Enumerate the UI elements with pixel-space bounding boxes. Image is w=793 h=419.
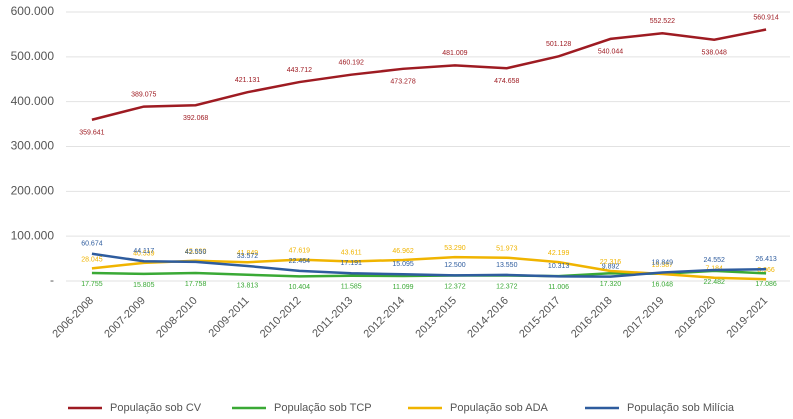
data-label: 13.550 [496, 262, 518, 269]
x-tick-label: 2007-2009 [102, 295, 148, 341]
data-label: 26.413 [755, 256, 777, 263]
x-tick-label: 2008-2010 [154, 295, 200, 341]
data-label: 47.619 [289, 247, 311, 254]
data-label: 443.712 [287, 67, 312, 74]
data-label: 389.075 [131, 91, 156, 98]
data-label: 15.095 [392, 261, 414, 268]
x-tick-label: 2019-2021 [725, 295, 771, 341]
data-label: 18.849 [652, 259, 674, 266]
x-tick-label: 2013-2015 [413, 295, 459, 341]
data-label: 16.048 [652, 282, 674, 289]
legend-label: População sob CV [110, 402, 202, 414]
y-tick-label: - [50, 273, 54, 287]
data-label: 22.316 [600, 259, 622, 266]
data-label: 11.099 [393, 284, 414, 291]
data-label: 15.587 [652, 262, 674, 269]
data-label: 40.539 [133, 251, 155, 258]
data-label: 46.962 [392, 248, 414, 255]
x-tick-label: 2012-2014 [362, 295, 408, 341]
x-tick-label: 2009-2011 [207, 295, 252, 340]
data-label: 42.550 [185, 249, 207, 256]
y-tick-label: 100.000 [11, 228, 55, 242]
data-label: 392.068 [183, 115, 208, 122]
legend-label: População sob ADA [450, 402, 549, 414]
x-tick-label: 2006-2008 [50, 295, 96, 341]
data-label: 42.199 [548, 250, 570, 257]
y-tick-label: 400.000 [11, 94, 55, 108]
data-label: 10.404 [289, 284, 311, 291]
data-label: 11.006 [548, 284, 569, 291]
x-tick-label: 2018-2020 [673, 295, 719, 341]
data-label: 538.048 [702, 50, 727, 57]
data-label: 17.320 [600, 281, 622, 288]
data-label: 501.128 [546, 41, 571, 48]
data-label: 11.585 [341, 284, 362, 291]
y-tick-label: 500.000 [11, 49, 55, 63]
x-tick-label: 2016-2018 [569, 295, 615, 341]
data-label: 3.966 [757, 267, 775, 274]
x-tick-label: 2014-2016 [465, 295, 511, 341]
data-label: 33.572 [237, 253, 259, 260]
y-tick-label: 200.000 [11, 184, 55, 198]
data-label: 24.552 [704, 257, 726, 264]
x-tick-label: 2017-2019 [621, 295, 667, 341]
data-label: 460.192 [339, 60, 364, 67]
data-label: 12.372 [496, 283, 518, 290]
data-label: 44.117 [133, 248, 154, 255]
data-label: 540.044 [598, 49, 623, 56]
data-label: 17.086 [755, 281, 777, 288]
series-line [91, 28, 767, 121]
data-label: 9.892 [602, 263, 620, 270]
data-label: 22.482 [704, 279, 726, 286]
data-label: 17.755 [81, 281, 103, 288]
data-label: 53.290 [444, 245, 466, 252]
data-label: 560.914 [753, 14, 778, 21]
data-label: 17.191 [341, 260, 363, 267]
x-tick-label: 2010-2012 [258, 295, 304, 341]
legend-label: População sob Milícia [627, 402, 735, 414]
data-label: 28.045 [81, 256, 103, 263]
x-tick-label: 2015-2017 [517, 295, 563, 341]
data-label: 41.849 [237, 250, 259, 257]
data-label: 552.522 [650, 18, 675, 25]
legend-label: População sob TCP [274, 402, 372, 414]
data-label: 51.973 [496, 246, 518, 253]
data-label: 473.278 [390, 79, 415, 86]
y-tick-label: 600.000 [11, 4, 55, 18]
data-label: 60.674 [81, 241, 103, 248]
data-label: 17.758 [185, 281, 207, 288]
data-label: 474.658 [494, 78, 519, 85]
data-label: 45.039 [185, 249, 207, 256]
data-label: 12.372 [444, 283, 466, 290]
series-line [91, 252, 767, 278]
data-label: 359.641 [79, 130, 104, 137]
data-label: 10.313 [548, 263, 570, 270]
data-label: 12.500 [444, 262, 466, 269]
data-label: 15.805 [133, 282, 155, 289]
y-tick-label: 300.000 [11, 139, 55, 153]
data-label: 481.009 [442, 50, 467, 57]
data-label: 43.611 [341, 249, 362, 256]
data-label: 421.131 [235, 77, 260, 84]
data-label: 22.464 [289, 258, 311, 265]
x-tick-label: 2011-2013 [310, 295, 355, 340]
data-label: 13.813 [237, 283, 259, 290]
